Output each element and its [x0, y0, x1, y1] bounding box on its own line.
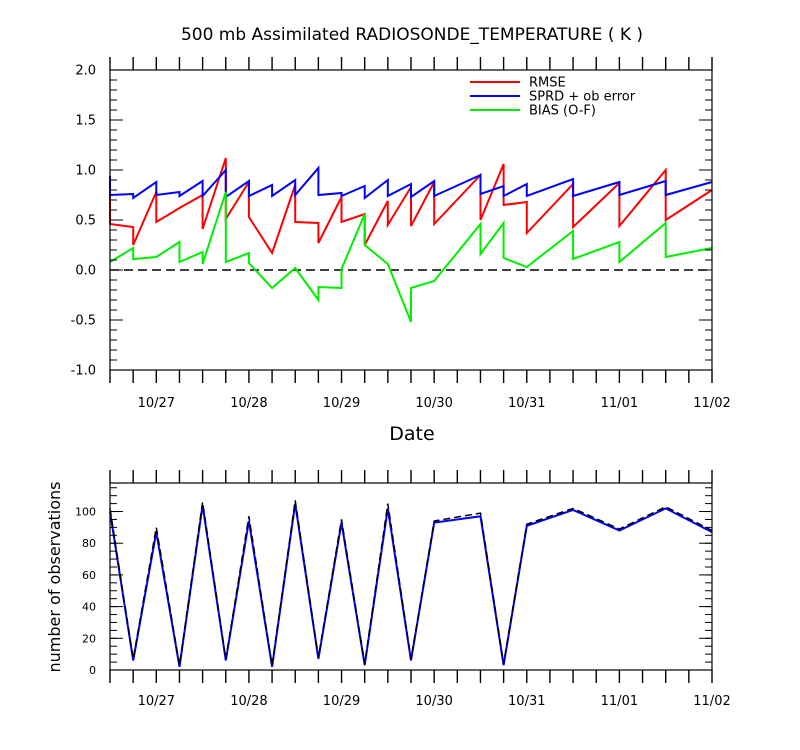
x-tick-label: 11/02 [693, 694, 730, 709]
series-line-sprd-ob-error [109, 165, 713, 201]
top-chart-y-tick-labels: 2.0 1.5 1.0 0.5 0.0 -0.5 -1.0 [71, 64, 96, 379]
y-tick-label: 40 [82, 601, 96, 614]
bottom-chart-ticks [109, 470, 713, 683]
y-tick-label: 0.5 [75, 214, 96, 229]
top-chart-x-axis-title: Date [389, 423, 434, 445]
top-chart-series-group [109, 157, 713, 323]
y-tick-label: 1.0 [75, 164, 96, 179]
x-tick-label: 10/27 [138, 694, 175, 709]
x-tick-label: 11/02 [693, 396, 730, 411]
bottom-chart-series-group [109, 500, 713, 667]
y-tick-label: 20 [82, 632, 96, 645]
x-tick-label: 10/28 [230, 396, 267, 411]
chart-title: 500 mb Assimilated RADIOSONDE_TEMPERATUR… [181, 25, 643, 45]
series-line-observations-possible [109, 500, 713, 666]
y-tick-label: 0.0 [75, 264, 96, 279]
x-tick-label: 11/01 [601, 694, 638, 709]
y-tick-label: -1.0 [71, 364, 96, 379]
bottom-chart-x-tick-labels: 10/27 10/28 10/29 10/30 10/31 11/01 11/02 [138, 694, 731, 709]
x-tick-label: 10/30 [415, 694, 452, 709]
bottom-chart-y-tick-labels: 100 80 60 40 20 0 [75, 506, 96, 677]
top-chart-ticks [109, 57, 713, 383]
x-tick-label: 11/01 [601, 396, 638, 411]
x-tick-label: 10/27 [138, 396, 175, 411]
x-tick-label: 10/29 [323, 694, 360, 709]
bottom-chart-y-axis-title: number of observations [45, 482, 64, 673]
x-tick-label: 10/28 [230, 694, 267, 709]
y-tick-label: 2.0 [75, 64, 96, 79]
y-tick-label: 0 [89, 664, 96, 677]
y-tick-label: -0.5 [71, 314, 96, 329]
y-tick-label: 60 [82, 569, 96, 582]
series-line-bias-o-f [109, 191, 713, 323]
legend-label-bias-o-f: BIAS (O-F) [529, 104, 596, 119]
y-tick-label: 80 [82, 537, 96, 550]
x-tick-label: 10/31 [508, 694, 545, 709]
legend-label-rmse: RMSE [529, 76, 566, 91]
y-tick-label: 100 [75, 506, 96, 519]
x-tick-label: 10/29 [323, 396, 360, 411]
x-tick-label: 10/31 [508, 396, 545, 411]
x-tick-label: 10/30 [415, 396, 452, 411]
top-chart-x-tick-labels: 10/27 10/28 10/29 10/30 10/31 11/01 11/02 [138, 396, 731, 411]
y-tick-label: 1.5 [75, 114, 96, 129]
legend-label-sprd-ob-error: SPRD + ob error [529, 90, 636, 105]
